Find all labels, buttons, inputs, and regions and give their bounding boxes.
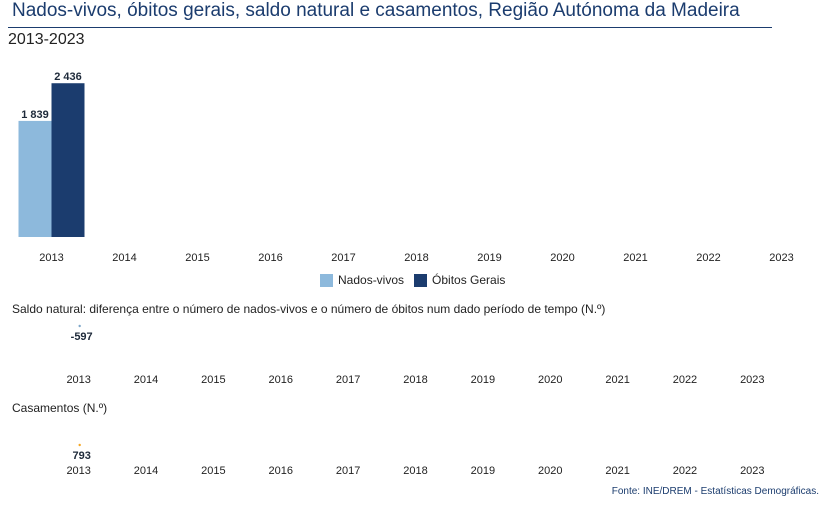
x-tick-label: 2019 <box>477 252 501 264</box>
saldo-x-tick-label: 2016 <box>269 374 293 386</box>
legend-item-births: Nados-vivos <box>320 273 404 287</box>
saldo-x-tick-label: 2021 <box>605 374 629 386</box>
x-tick-label: 2016 <box>258 252 282 264</box>
x-tick-label: 2021 <box>623 252 647 264</box>
x-tick-label: 2014 <box>112 252 136 264</box>
saldo-x-tick-label: 2014 <box>134 374 158 386</box>
x-tick-label: 2018 <box>404 252 428 264</box>
legend-swatch-deaths <box>414 273 428 287</box>
casamentos-x-tick-label: 2015 <box>201 465 225 477</box>
x-tick-label: 2022 <box>696 252 720 264</box>
legend-item-deaths: Óbitos Gerais <box>414 273 505 287</box>
casamentos-section-title: Casamentos (N.º) <box>12 401 108 415</box>
saldo-section-title: Saldo natural: diferença entre o número … <box>12 302 606 316</box>
title-underline <box>8 27 772 28</box>
casamentos-x-tick-label: 2016 <box>269 465 293 477</box>
saldo-x-tick-label: 2018 <box>403 374 427 386</box>
bar-births <box>18 120 52 237</box>
casamentos-x-tick-label: 2020 <box>538 465 562 477</box>
data-label-births: 1 839 <box>21 109 49 121</box>
chart-period: 2013-2023 <box>8 31 85 48</box>
casamentos-data-label: 793 <box>73 450 91 462</box>
legend-label-deaths: Óbitos Gerais <box>432 273 506 287</box>
saldo-x-tick-label: 2023 <box>740 374 764 386</box>
saldo-x-tick-label: 2019 <box>471 374 495 386</box>
saldo-marker <box>78 324 81 328</box>
bar-deaths <box>51 83 85 237</box>
source-note: Fonte: INE/DREM - Estatísticas Demográfi… <box>611 486 819 497</box>
data-label-deaths: 2 436 <box>54 71 82 83</box>
chart-title: Nados-vivos, óbitos gerais, saldo natura… <box>12 0 740 21</box>
saldo-x-tick-label: 2020 <box>538 374 562 386</box>
casamentos-x-tick-label: 2014 <box>134 465 158 477</box>
saldo-x-tick-label: 2015 <box>201 374 225 386</box>
casamentos-x-tick-label: 2021 <box>605 465 629 477</box>
legend: Nados-vivos Óbitos Gerais <box>320 273 515 287</box>
saldo-x-tick-label: 2013 <box>66 374 90 386</box>
casamentos-x-tick-label: 2022 <box>673 465 697 477</box>
casamentos-x-tick-label: 2013 <box>66 465 90 477</box>
x-tick-label: 2020 <box>550 252 574 264</box>
x-tick-label: 2023 <box>769 252 793 264</box>
saldo-x-tick-label: 2017 <box>336 374 360 386</box>
casamentos-marker <box>78 443 81 447</box>
legend-label-births: Nados-vivos <box>338 273 405 287</box>
casamentos-x-tick-label: 2018 <box>403 465 427 477</box>
legend-swatch-births <box>320 273 333 287</box>
casamentos-x-tick-label: 2023 <box>740 465 764 477</box>
x-tick-label: 2013 <box>39 252 63 264</box>
casamentos-x-tick-label: 2019 <box>471 465 495 477</box>
saldo-data-label: -597 <box>71 331 93 343</box>
casamentos-x-tick-label: 2017 <box>336 465 360 477</box>
x-tick-label: 2017 <box>331 252 355 264</box>
saldo-x-tick-label: 2022 <box>673 374 697 386</box>
x-tick-label: 2015 <box>185 252 209 264</box>
